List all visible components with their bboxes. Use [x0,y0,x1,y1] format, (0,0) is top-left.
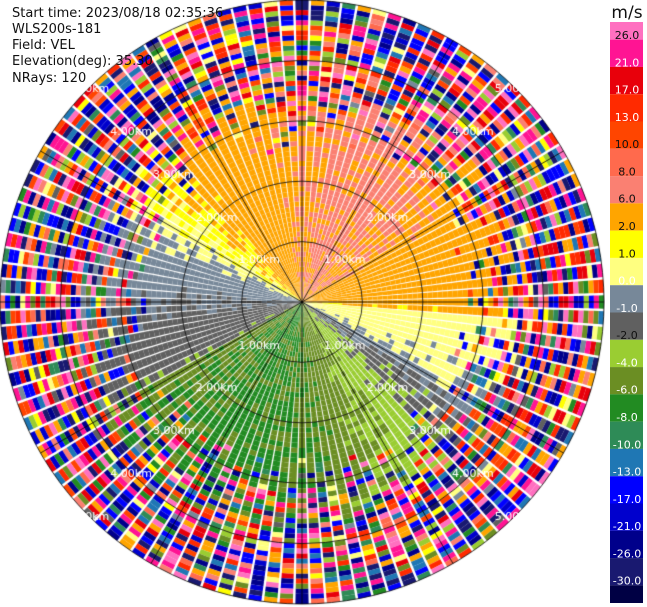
colorbar-bin [610,148,643,177]
colorbar-tick-label: -17.0 [613,493,641,506]
colorbar-tick-label: 8.0 [618,165,636,178]
colorbar-bin [610,285,643,313]
colorbar-bin [610,476,643,504]
colorbar-tick-label: 26.0 [615,29,640,42]
colorbar-tick-label: -30.0 [613,575,641,588]
colorbar-bin [610,312,643,340]
colorbar-bin [610,558,643,586]
colorbar-tick-label: 6.0 [618,193,636,206]
colorbar-tick-label: 21.0 [615,56,640,69]
colorbar-tick-label: -6.0 [616,384,637,397]
colorbar-bin [610,176,643,204]
colorbar-tick-label: 1.0 [618,247,636,260]
colorbar-units-label: m/s [611,3,642,23]
colorbar: 26.0 21.0 17.0 13.0 10.0 8.0 6.0 2.0 1.0 0.0 -1.0 -… [610,3,643,603]
colorbar-bin [610,367,643,395]
colorbar-bin [610,448,643,477]
colorbar-tick-label: -26.0 [613,547,641,560]
colorbar-tick-label: -2.0 [616,329,637,342]
colorbar-tick-label: -13.0 [613,466,641,479]
colorbar-bin [610,503,643,531]
colorbar-tick-label: 2.0 [618,220,636,233]
colorbar-tick-label: -4.0 [616,356,637,369]
nrays-label: NRays: 120 [12,71,87,86]
start-time-label: Start time: 2023/08/18 02:35:36 [12,6,224,21]
elevation-label: Elevation(deg): 35.30 [12,54,153,69]
colorbar-tick-label: -8.0 [616,411,637,424]
field-label: Field: VEL [12,38,75,53]
colorbar-bin [610,339,643,368]
colorbar-tick-label: 10.0 [615,138,640,151]
colorbar-bin [610,39,643,67]
device-label: WLS200s-181 [12,22,102,37]
colorbar-bin [610,22,643,40]
colorbar-tick-label: -10.0 [613,438,641,451]
colorbar-bin [610,394,643,422]
colorbar-bin [610,585,643,603]
ppi-plot [0,0,605,607]
colorbar-tick-label: 13.0 [615,111,640,124]
colorbar-bin [610,66,643,95]
colorbar-bin [610,421,643,449]
colorbar-bin [610,203,643,231]
colorbar-bin [610,94,643,122]
colorbar-bin [610,530,643,559]
colorbar-tick-label: 17.0 [615,84,640,97]
colorbar-bin [610,230,643,258]
colorbar-tick-label: 0.0 [618,275,636,288]
colorbar-bin [610,121,643,149]
colorbar-tick-label: -21.0 [613,520,641,533]
colorbar-bin [610,257,643,286]
colorbar-tick-label: -1.0 [616,302,637,315]
